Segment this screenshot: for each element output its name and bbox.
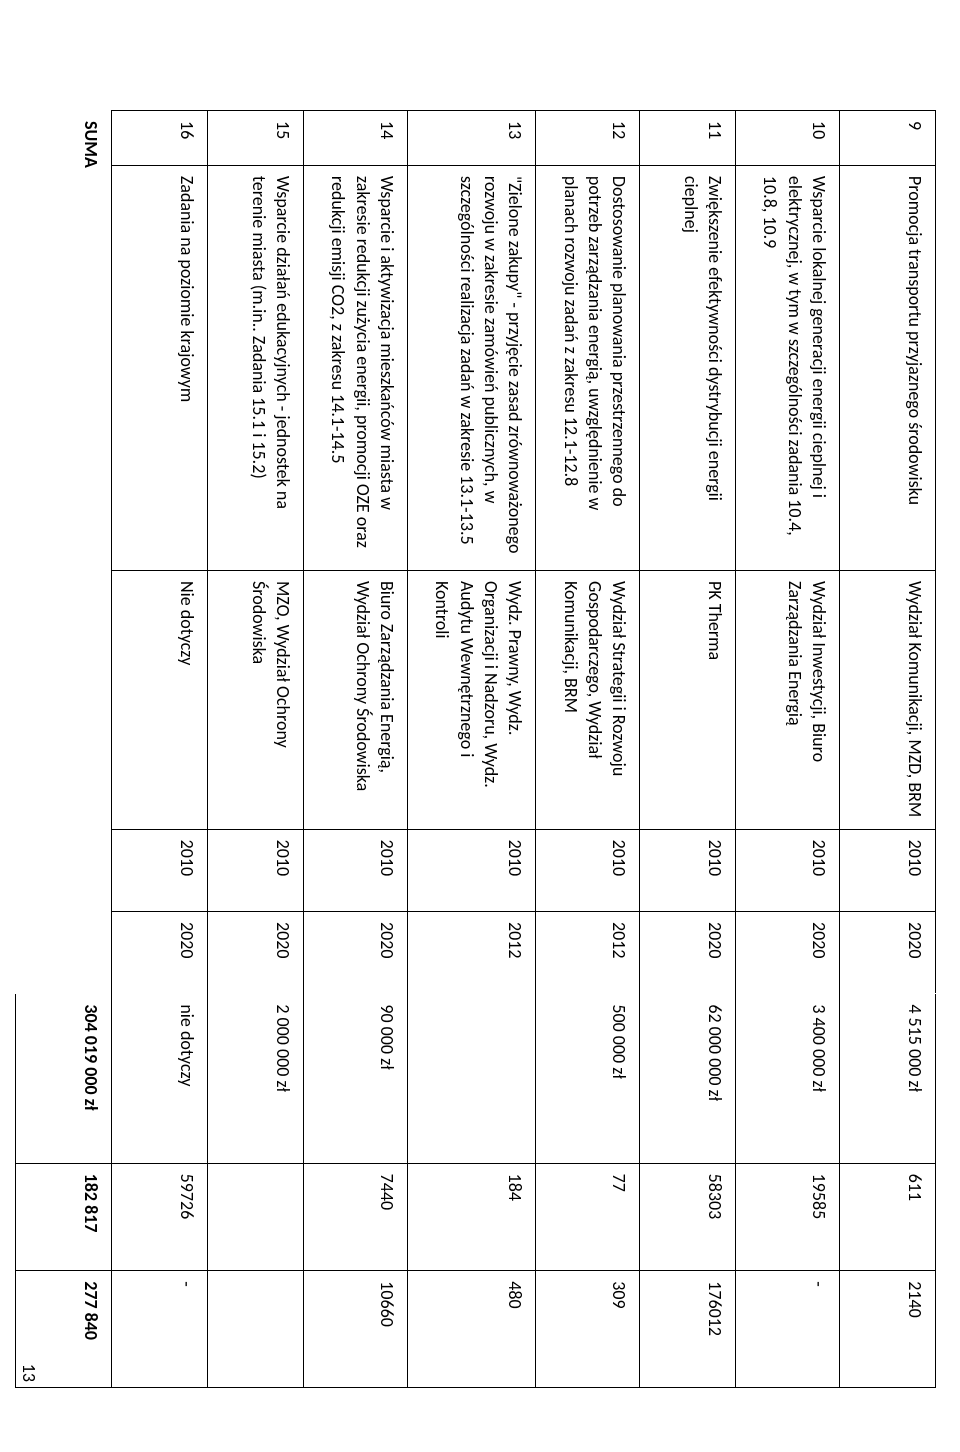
cell-val1: 611 (840, 1163, 936, 1271)
cell-val2: - (112, 1271, 208, 1388)
table-row: 11Zwiększenie efektywności dystrybucji e… (640, 111, 736, 1388)
cell-desc: "Zielone zakupy" - przyjęcie zasad zrówn… (408, 165, 536, 570)
cell-dept: Biuro Zarządzania Energią, Wydział Ochro… (304, 570, 408, 829)
table-row: 10Wsparcie lokalnej generacji energii ci… (736, 111, 840, 1388)
cell-cost: 3 400 000 zł (736, 994, 840, 1163)
cell-num: 16 (112, 111, 208, 166)
cell-val1: 58303 (640, 1163, 736, 1271)
cell-val1: 59726 (112, 1163, 208, 1271)
cell-num: 13 (408, 111, 536, 166)
cell-val1: 184 (408, 1163, 536, 1271)
cell-dept: PK Therma (640, 570, 736, 829)
cell-y1: 2010 (208, 829, 304, 911)
cell-num: 15 (208, 111, 304, 166)
table-row: 14Wsparcie i aktywizacja mieszkańców mia… (304, 111, 408, 1388)
cell-dept: MZO, Wydział Ochrony Środowiska (208, 570, 304, 829)
cell-val2: 10660 (304, 1271, 408, 1388)
cell-desc: Wsparcie i aktywizacja mieszkańców miast… (304, 165, 408, 570)
cell-val2: - (736, 1271, 840, 1388)
cell-y1: 2010 (840, 829, 936, 911)
cell-y2: 2012 (408, 911, 536, 993)
table-row: 13"Zielone zakupy" - przyjęcie zasad zró… (408, 111, 536, 1388)
cell-num: 9 (840, 111, 936, 166)
cell-y2: 2020 (304, 911, 408, 993)
cell-y2: 2012 (536, 911, 640, 993)
cell-num: 11 (640, 111, 736, 166)
cell-val1: 19585 (736, 1163, 840, 1271)
cell-dept: Wydział Inwestycji, Biuro Zarządzania En… (736, 570, 840, 829)
cell-desc: Zadania na poziomie krajowym (112, 165, 208, 570)
table-row: 16Zadania na poziomie krajowymNie dotycz… (112, 111, 208, 1388)
cell-cost: 2 000 000 zł (208, 994, 304, 1163)
cell-desc: Promocja transportu przyjaznego środowis… (840, 165, 936, 570)
sum-label-cell: SUMA (16, 111, 112, 994)
cell-dept: Wydz. Prawny, Wydz. Organizacji i Nadzor… (408, 570, 536, 829)
cell-cost (408, 994, 536, 1163)
cell-val2: 2140 (840, 1271, 936, 1388)
data-table: 9Promocja transportu przyjaznego środowi… (15, 110, 936, 1388)
table-row: 12Dostosowanie planowania przestrzennego… (536, 111, 640, 1388)
cell-y1: 2010 (112, 829, 208, 911)
cell-desc: Dostosowanie planowania przestrzennego d… (536, 165, 640, 570)
summary-cost: 304 019 000 zł (16, 994, 112, 1163)
cell-val2: 176012 (640, 1271, 736, 1388)
cell-val1: 77 (536, 1163, 640, 1271)
cell-y2: 2020 (208, 911, 304, 993)
cell-y1: 2010 (536, 829, 640, 911)
cell-cost: 62 000 000 zł (640, 994, 736, 1163)
cell-desc: Wsparcie działań edukacyjnych - jednoste… (208, 165, 304, 570)
cell-y2: 2020 (840, 911, 936, 993)
cell-y1: 2010 (640, 829, 736, 911)
table-row: 15Wsparcie działań edukacyjnych - jednos… (208, 111, 304, 1388)
cell-val2 (208, 1271, 304, 1388)
cell-cost: nie dotyczy (112, 994, 208, 1163)
cell-y2: 2020 (736, 911, 840, 993)
cell-y1: 2010 (736, 829, 840, 911)
cell-val2: 480 (408, 1271, 536, 1388)
cell-cost: 500 000 zł (536, 994, 640, 1163)
table-page: 9Promocja transportu przyjaznego środowi… (0, 0, 960, 1452)
cell-desc: Wsparcie lokalnej generacji energii ciep… (736, 165, 840, 570)
page-number: 13 (18, 1364, 40, 1382)
cell-dept: Wydział Komunikacji, MZD, BRM (840, 570, 936, 829)
summary-val1: 182 817 (16, 1163, 112, 1271)
table-row: 9Promocja transportu przyjaznego środowi… (840, 111, 936, 1388)
cell-num: 12 (536, 111, 640, 166)
cell-dept: Wydział Strategii i Rozwoju Gospodarczeg… (536, 570, 640, 829)
cell-val1 (208, 1163, 304, 1271)
cell-dept: Nie dotyczy (112, 570, 208, 829)
summary-row: SUMA304 019 000 zł182 817277 840 (16, 111, 112, 1388)
cell-desc: Zwiększenie efektywności dystrybucji ene… (640, 165, 736, 570)
cell-num: 10 (736, 111, 840, 166)
cell-y1: 2010 (408, 829, 536, 911)
cell-y2: 2020 (112, 911, 208, 993)
cell-y2: 2020 (640, 911, 736, 993)
cell-num: 14 (304, 111, 408, 166)
cell-val1: 7440 (304, 1163, 408, 1271)
cell-cost: 90 000 zł (304, 994, 408, 1163)
cell-val2: 309 (536, 1271, 640, 1388)
cell-y1: 2010 (304, 829, 408, 911)
cell-cost: 4 515 000 zł (840, 994, 936, 1163)
